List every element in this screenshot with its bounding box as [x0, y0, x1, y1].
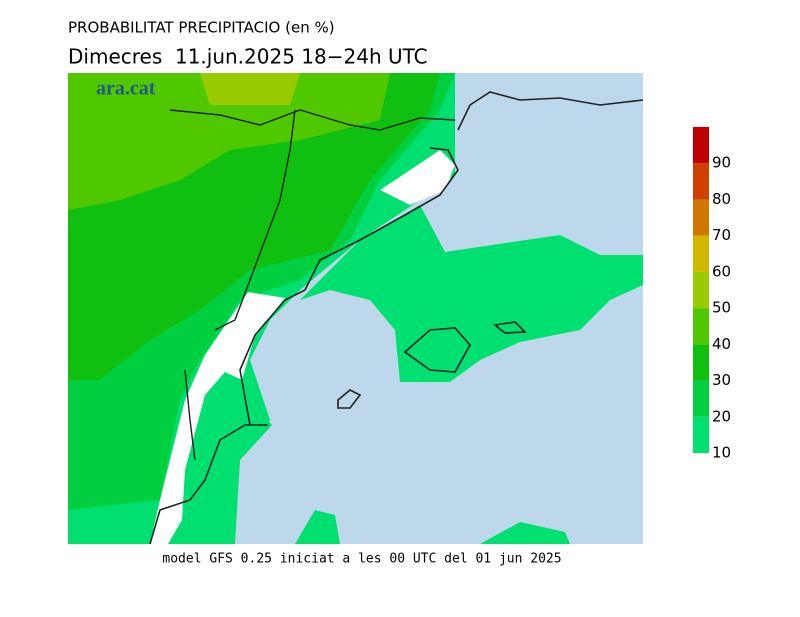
border [169, 109, 456, 461]
colorbar-label: 40 [712, 335, 731, 353]
colorbar-label: 60 [712, 262, 731, 280]
colorbar-bin [693, 380, 709, 417]
colorbar-label: 80 [712, 190, 731, 208]
zone [300, 205, 643, 382]
map: ara.cat [68, 73, 643, 544]
colorbar-label: 30 [712, 371, 731, 389]
footer: model GFS 0.25 iniciat a les 00 UTC del … [162, 552, 561, 567]
zone [200, 395, 272, 544]
zone [68, 73, 390, 210]
coastline [149, 91, 643, 544]
logo: ara.cat [96, 78, 156, 100]
colorbar-label: 20 [712, 407, 731, 425]
colorbar-bin [693, 199, 709, 236]
subtitle: Dimecres 11.jun.2025 18−24h UTC [68, 45, 428, 69]
colorbar-label: 70 [712, 226, 731, 244]
title: PROBABILITAT PRECIPITACIO (en %) [68, 19, 335, 37]
colorbar-bin [693, 271, 709, 309]
colorbar-bin [693, 163, 709, 200]
zone [200, 73, 300, 105]
zone [295, 510, 570, 544]
colorbar-label: 10 [712, 444, 731, 462]
island [337, 321, 527, 409]
zone-white [150, 292, 285, 544]
colorbar-bin [693, 127, 709, 164]
colorbar-bin [693, 235, 709, 272]
zone-white [380, 150, 455, 205]
colorbar-bin [693, 308, 709, 345]
colorbar-bin [693, 416, 709, 453]
colorbar: 10 20 30 40 50 60 70 80 90 [693, 127, 731, 462]
colorbar-label: 50 [712, 299, 731, 317]
colorbar-label: 90 [712, 154, 731, 172]
colorbar-bin [693, 344, 709, 381]
island [403, 327, 471, 373]
